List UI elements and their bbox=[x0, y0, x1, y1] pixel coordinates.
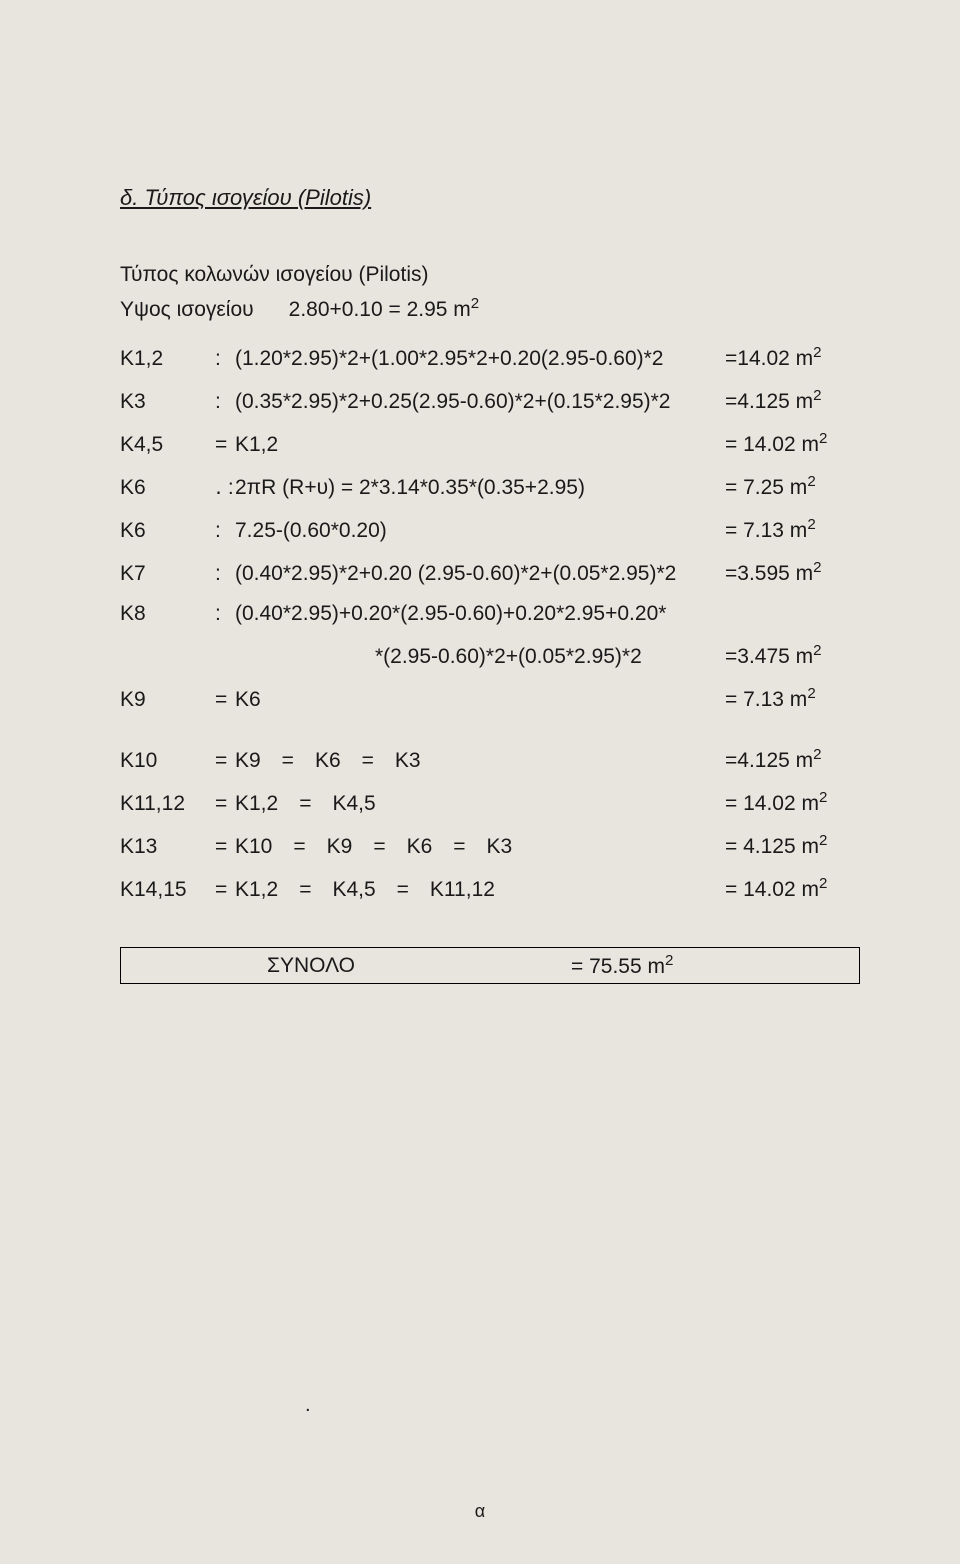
row-result: = 7.13 m2 bbox=[725, 685, 860, 712]
row-formula: 7.25-(0.60*0.20) bbox=[235, 519, 725, 543]
row-rest: Κ6 bbox=[235, 688, 725, 712]
calc-row: Κ6:7.25-(0.60*0.20)= 7.13 m2 bbox=[120, 516, 860, 543]
row-formula: (0.40*2.95)*2+0.20 (2.95-0.60)*2+(0.05*2… bbox=[235, 562, 725, 586]
row-key: Κ9 bbox=[120, 688, 215, 712]
calc-row: Κ1,2:(1.20*2.95)*2+(1.00*2.95*2+0.20(2.9… bbox=[120, 344, 860, 371]
height-line: Υψος ισογείου 2.80+0.10 = 2.95 m2 bbox=[120, 295, 860, 322]
total-label: ΣΥΝΟΛΟ bbox=[267, 954, 355, 977]
row-result: = 7.13 m2 bbox=[725, 516, 860, 543]
eq-row: Κ10=Κ9 = Κ6 = Κ3=4.125 m2 bbox=[120, 746, 860, 773]
eq-row: Κ11,12=Κ1,2 = Κ4,5= 14.02 m2 bbox=[120, 789, 860, 816]
eq-row: Κ14,15=Κ1,2 = Κ4,5 = Κ11,12= 14.02 m2 bbox=[120, 875, 860, 902]
height-label: Υψος ισογείου bbox=[120, 298, 254, 321]
row-result: =14.02 m2 bbox=[725, 344, 860, 371]
row-sep: : bbox=[215, 390, 235, 414]
row-formula: (0.40*2.95)+0.20*(2.95-0.60)+0.20*2.95+0… bbox=[235, 602, 725, 626]
row-sep: = bbox=[215, 688, 235, 712]
sup: 2 bbox=[471, 295, 479, 312]
row-sep: ․ : bbox=[215, 475, 235, 500]
row-result: =4.125 m2 bbox=[725, 387, 860, 414]
cont-formula: *(2.95-0.60)*2+(0.05*2.95)*2 bbox=[375, 645, 725, 669]
row-sep: = bbox=[215, 878, 235, 902]
row-formula: Κ1,2 bbox=[235, 433, 725, 457]
row-sep: = bbox=[215, 433, 235, 457]
sup: 2 bbox=[665, 952, 673, 969]
row-result: =3.595 m2 bbox=[725, 559, 860, 586]
row-formula: 2πR (R+υ) = 2*3.14*0.35*(0.35+2.95) bbox=[235, 476, 725, 500]
row-sep: = bbox=[215, 835, 235, 859]
row-result: = 7.25 m2 bbox=[725, 473, 860, 500]
row-key: Κ6 bbox=[120, 476, 215, 500]
total-value: = 75.55 m bbox=[571, 955, 665, 978]
row-key: Κ6 bbox=[120, 519, 215, 543]
row-key: Κ7 bbox=[120, 562, 215, 586]
row-key: Κ11,12 bbox=[120, 792, 215, 816]
eq-row: Κ13=Κ10 = Κ9 = Κ6 = Κ3= 4.125 m2 bbox=[120, 832, 860, 859]
calc-row: Κ4,5=Κ1,2= 14.02 m2 bbox=[120, 430, 860, 457]
section-title: δ. Τύπος ισογείου (Pilotis) bbox=[120, 185, 860, 211]
continuation-row: *(2.95-0.60)*2+(0.05*2.95)*2 =3.475 m2 bbox=[120, 642, 860, 669]
row-result: = 14.02 m2 bbox=[725, 875, 860, 902]
row-rest: Κ9 = Κ6 = Κ3 bbox=[235, 749, 725, 773]
row-formula: (0.35*2.95)*2+0.25(2.95-0.60)*2+(0.15*2.… bbox=[235, 390, 725, 414]
row-key: Κ13 bbox=[120, 835, 215, 859]
row-sep: = bbox=[215, 792, 235, 816]
cont-result: =3.475 m2 bbox=[725, 642, 860, 669]
row-key: Κ8 bbox=[120, 602, 215, 626]
row-key: Κ1,2 bbox=[120, 347, 215, 371]
row-result: =4.125 m2 bbox=[725, 746, 860, 773]
row-key: Κ3 bbox=[120, 390, 215, 414]
calc-row: Κ3:(0.35*2.95)*2+0.25(2.95-0.60)*2+(0.15… bbox=[120, 387, 860, 414]
row-result: = 14.02 m2 bbox=[725, 430, 860, 457]
row-sep: : bbox=[215, 347, 235, 371]
row-rest: Κ10 = Κ9 = Κ6 = Κ3 bbox=[235, 835, 725, 859]
row-sep: = bbox=[215, 749, 235, 773]
row-key: Κ14,15 bbox=[120, 878, 215, 902]
footer-char: α bbox=[475, 1501, 485, 1522]
row-sep: : bbox=[215, 562, 235, 586]
calc-row: Κ7:(0.40*2.95)*2+0.20 (2.95-0.60)*2+(0.0… bbox=[120, 559, 860, 586]
calc-row: Κ8:(0.40*2.95)+0.20*(2.95-0.60)+0.20*2.9… bbox=[120, 602, 860, 626]
row-sep: : bbox=[215, 602, 235, 626]
row-sep: : bbox=[215, 519, 235, 543]
height-expr: 2.80+0.10 = 2.95 m bbox=[289, 298, 471, 321]
row-key: Κ4,5 bbox=[120, 433, 215, 457]
row-rest: Κ1,2 = Κ4,5 bbox=[235, 792, 725, 816]
dot-mark: . bbox=[305, 1394, 311, 1417]
total-box: ΣΥΝΟΛΟ = 75.55 m2 bbox=[120, 947, 860, 984]
row-rest: Κ1,2 = Κ4,5 = Κ11,12 bbox=[235, 878, 725, 902]
row-key: Κ10 bbox=[120, 749, 215, 773]
subtitle: Τύπος κολωνών ισογείου (Pilotis) bbox=[120, 263, 860, 287]
calc-row: Κ6․ :2πR (R+υ) = 2*3.14*0.35*(0.35+2.95)… bbox=[120, 473, 860, 500]
row-result: = 14.02 m2 bbox=[725, 789, 860, 816]
row-formula: (1.20*2.95)*2+(1.00*2.95*2+0.20(2.95-0.6… bbox=[235, 347, 725, 371]
row-result: = 4.125 m2 bbox=[725, 832, 860, 859]
eq-row: Κ9=Κ6= 7.13 m2 bbox=[120, 685, 860, 712]
